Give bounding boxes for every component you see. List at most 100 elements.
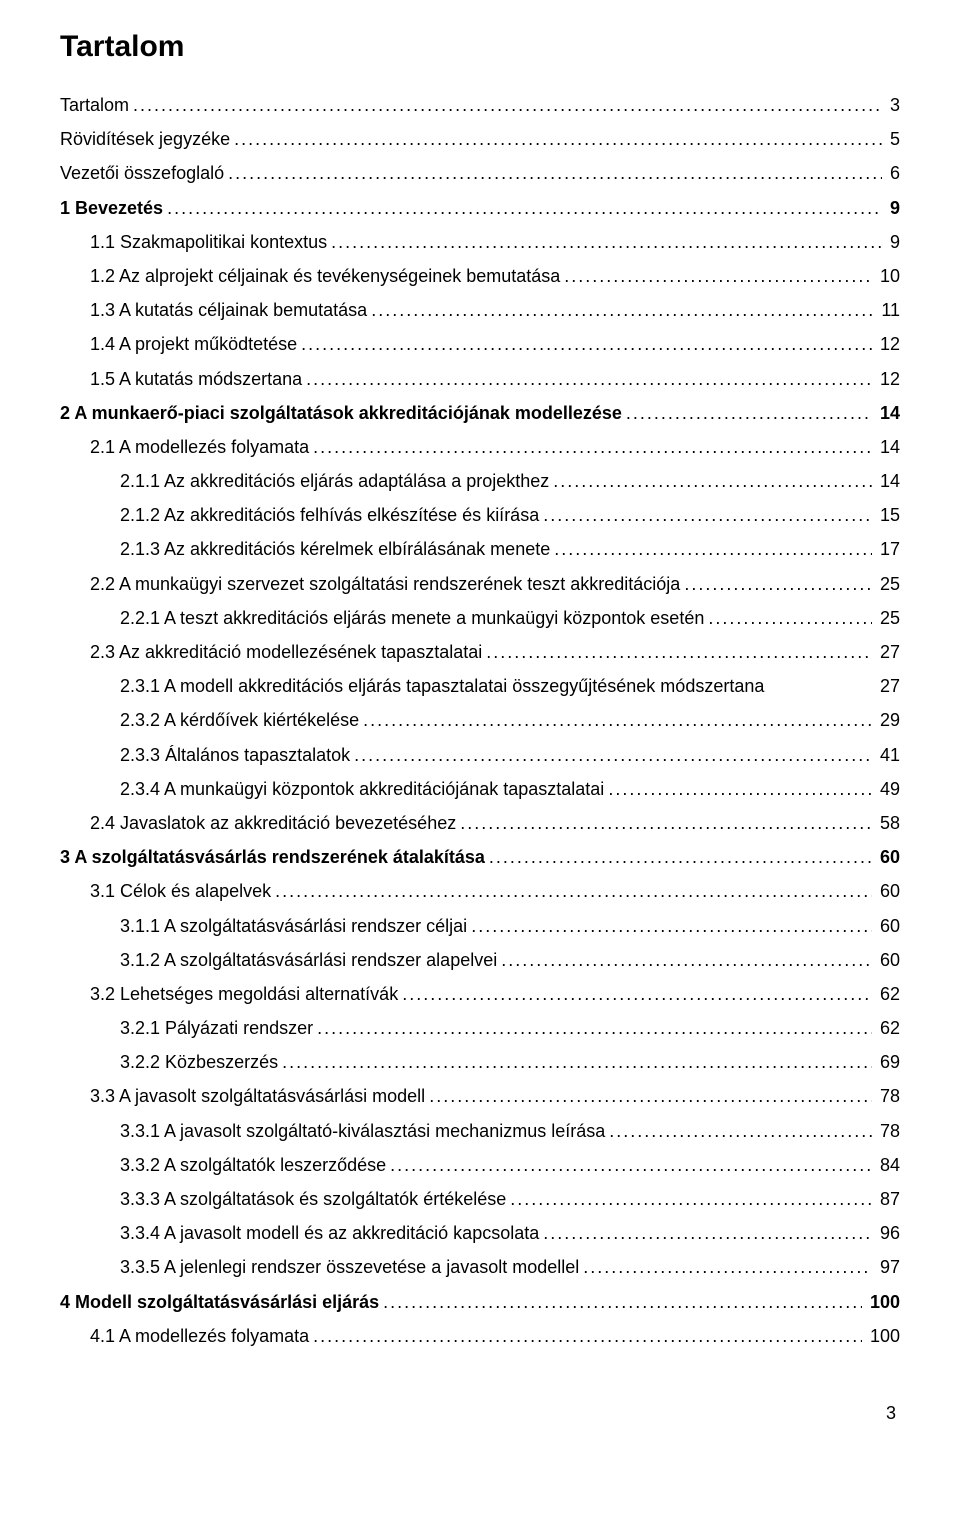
- toc-entry-text: 4 Modell szolgáltatásvásárlási eljárás: [60, 1285, 379, 1319]
- toc-entry-text: 2.3.2 A kérdőívek kiértékelése: [120, 703, 359, 737]
- toc-entry: 3.3.1 A javasolt szolgáltató-kiválasztás…: [60, 1114, 900, 1148]
- toc-dots: [471, 909, 872, 943]
- toc-entry-page: 78: [876, 1114, 900, 1148]
- toc-entry-text: 2.2.1 A teszt akkreditációs eljárás mene…: [120, 601, 704, 635]
- toc-dots: [708, 601, 872, 635]
- toc-entry: 2.3.3 Általános tapasztalatok41: [60, 738, 900, 772]
- toc-entry-text: 3.3.2 A szolgáltatók leszerződése: [120, 1148, 386, 1182]
- toc-entry: 2.1.1 Az akkreditációs eljárás adaptálás…: [60, 464, 900, 498]
- toc-entry: 1.3 A kutatás céljainak bemutatása11: [60, 293, 900, 327]
- toc-dots: [608, 772, 872, 806]
- toc-entry-page: 60: [876, 840, 900, 874]
- toc-entry: 2.3.2 A kérdőívek kiértékelése29: [60, 703, 900, 737]
- page-title: Tartalom: [60, 30, 900, 64]
- toc-dots: [354, 738, 872, 772]
- toc-entry-page: 27: [876, 635, 900, 669]
- toc-entry-page: 84: [876, 1148, 900, 1182]
- toc-entry-page: 12: [876, 327, 900, 361]
- toc-entry-page: 17: [876, 532, 900, 566]
- toc-entry-text: 3.2.1 Pályázati rendszer: [120, 1011, 313, 1045]
- toc-dots: [543, 498, 872, 532]
- toc-entry-page: 100: [866, 1319, 900, 1353]
- toc-entry-page: 25: [876, 567, 900, 601]
- toc-entry: 3.3.3 A szolgáltatások és szolgáltatók é…: [60, 1182, 900, 1216]
- toc-entry-page: 10: [876, 259, 900, 293]
- toc-entry-text: 1 Bevezetés: [60, 191, 163, 225]
- toc-entry: 3.1 Célok és alapelvek 60: [60, 874, 900, 908]
- toc-entry: 1.2 Az alprojekt céljainak és tevékenysé…: [60, 259, 900, 293]
- toc-entry-page: 3: [886, 88, 900, 122]
- toc-entry: 3.1.1 A szolgáltatásvásárlási rendszer c…: [60, 909, 900, 943]
- toc-entry: 3.3.4 A javasolt modell és az akkreditác…: [60, 1216, 900, 1250]
- toc-entry-page: 62: [876, 1011, 900, 1045]
- toc-dots: [460, 806, 872, 840]
- toc-entry: 1.4 A projekt működtetése 12: [60, 327, 900, 361]
- toc-dots: [167, 191, 882, 225]
- toc-dots: [543, 1216, 872, 1250]
- toc-entry-text: 2.2 A munkaügyi szervezet szolgáltatási …: [90, 567, 680, 601]
- toc-dots: [313, 430, 872, 464]
- toc-entry: 2.1.3 Az akkreditációs kérelmek elbírálá…: [60, 532, 900, 566]
- toc-dots: [553, 464, 872, 498]
- toc-entry-text: 3 A szolgáltatásvásárlás rendszerének át…: [60, 840, 485, 874]
- toc-entry-page: 9: [886, 225, 900, 259]
- toc-entry: 3.3.2 A szolgáltatók leszerződése 84: [60, 1148, 900, 1182]
- toc-entry-page: 12: [876, 362, 900, 396]
- toc-entry: 1 Bevezetés 9: [60, 191, 900, 225]
- toc-entry-text: 2.4 Javaslatok az akkreditáció bevezetés…: [90, 806, 456, 840]
- toc-entry: 2.3.4 A munkaügyi központok akkreditáció…: [60, 772, 900, 806]
- toc-entry-page: 62: [876, 977, 900, 1011]
- toc-entry-text: 1.4 A projekt működtetése: [90, 327, 297, 361]
- toc-entry: 3.3 A javasolt szolgáltatásvásárlási mod…: [60, 1079, 900, 1113]
- toc-entry-page: 69: [876, 1045, 900, 1079]
- toc-dots: [383, 1285, 862, 1319]
- toc-dots: [486, 635, 872, 669]
- toc-entry-text: 2.1.1 Az akkreditációs eljárás adaptálás…: [120, 464, 549, 498]
- toc-entry: 3.2.2 Közbeszerzés 69: [60, 1045, 900, 1079]
- toc-entry: Rövidítések jegyzéke5: [60, 122, 900, 156]
- toc-entry-page: 9: [886, 191, 900, 225]
- toc-entry-page: 60: [876, 874, 900, 908]
- toc-entry-text: 3.1 Célok és alapelvek: [90, 874, 271, 908]
- toc-entry: Vezetői összefoglaló6: [60, 156, 900, 190]
- toc-entry: 2.3.1 A modell akkreditációs eljárás tap…: [60, 669, 900, 703]
- toc-entry-text: 3.3.4 A javasolt modell és az akkreditác…: [120, 1216, 539, 1250]
- toc-entry-page: 41: [876, 738, 900, 772]
- toc-entry-text: 3.2.2 Közbeszerzés: [120, 1045, 278, 1079]
- toc-dots: [489, 840, 872, 874]
- toc-entry-text: 2 A munkaerő-piaci szolgáltatások akkred…: [60, 396, 622, 430]
- toc-entry-text: 2.1.3 Az akkreditációs kérelmek elbírálá…: [120, 532, 550, 566]
- toc-entry-text: 3.3 A javasolt szolgáltatásvásárlási mod…: [90, 1079, 425, 1113]
- toc-entry-page: 5: [886, 122, 900, 156]
- toc-entry-text: 4.1 A modellezés folyamata: [90, 1319, 309, 1353]
- toc-dots: [429, 1079, 872, 1113]
- toc-entry-page: 14: [876, 430, 900, 464]
- toc-entry-page: 15: [876, 498, 900, 532]
- toc-entry-text: 3.1.2 A szolgáltatásvásárlási rendszer a…: [120, 943, 497, 977]
- toc-entry: Tartalom3: [60, 88, 900, 122]
- toc-dots: [133, 88, 882, 122]
- toc-entry: 3.2 Lehetséges megoldási alternatívák 62: [60, 977, 900, 1011]
- toc-dots: [583, 1250, 872, 1284]
- toc-entry: 1.1 Szakmapolitikai kontextus9: [60, 225, 900, 259]
- toc-dots: [371, 293, 873, 327]
- toc-entry: 3.1.2 A szolgáltatásvásárlási rendszer a…: [60, 943, 900, 977]
- toc-dots: [282, 1045, 872, 1079]
- toc-entry-text: 2.3.4 A munkaügyi központok akkreditáció…: [120, 772, 604, 806]
- toc-dots: [402, 977, 872, 1011]
- toc-dots: [510, 1182, 872, 1216]
- toc-entry-text: 3.2 Lehetséges megoldási alternatívák: [90, 977, 398, 1011]
- toc-entry-text: 2.1.2 Az akkreditációs felhívás elkészít…: [120, 498, 539, 532]
- toc-entry: 2.1.2 Az akkreditációs felhívás elkészít…: [60, 498, 900, 532]
- toc-entry-page: 96: [876, 1216, 900, 1250]
- toc-entry-page: 58: [876, 806, 900, 840]
- toc-entry-page: 14: [876, 396, 900, 430]
- page-number: 3: [60, 1403, 900, 1424]
- toc-entry-page: 87: [876, 1182, 900, 1216]
- toc-dots: [317, 1011, 872, 1045]
- toc-dots: [306, 362, 872, 396]
- toc-entry-text: 3.1.1 A szolgáltatásvásárlási rendszer c…: [120, 909, 467, 943]
- toc-dots: [234, 122, 882, 156]
- toc-dots: [554, 532, 872, 566]
- toc-entry-text: 1.5 A kutatás módszertana: [90, 362, 302, 396]
